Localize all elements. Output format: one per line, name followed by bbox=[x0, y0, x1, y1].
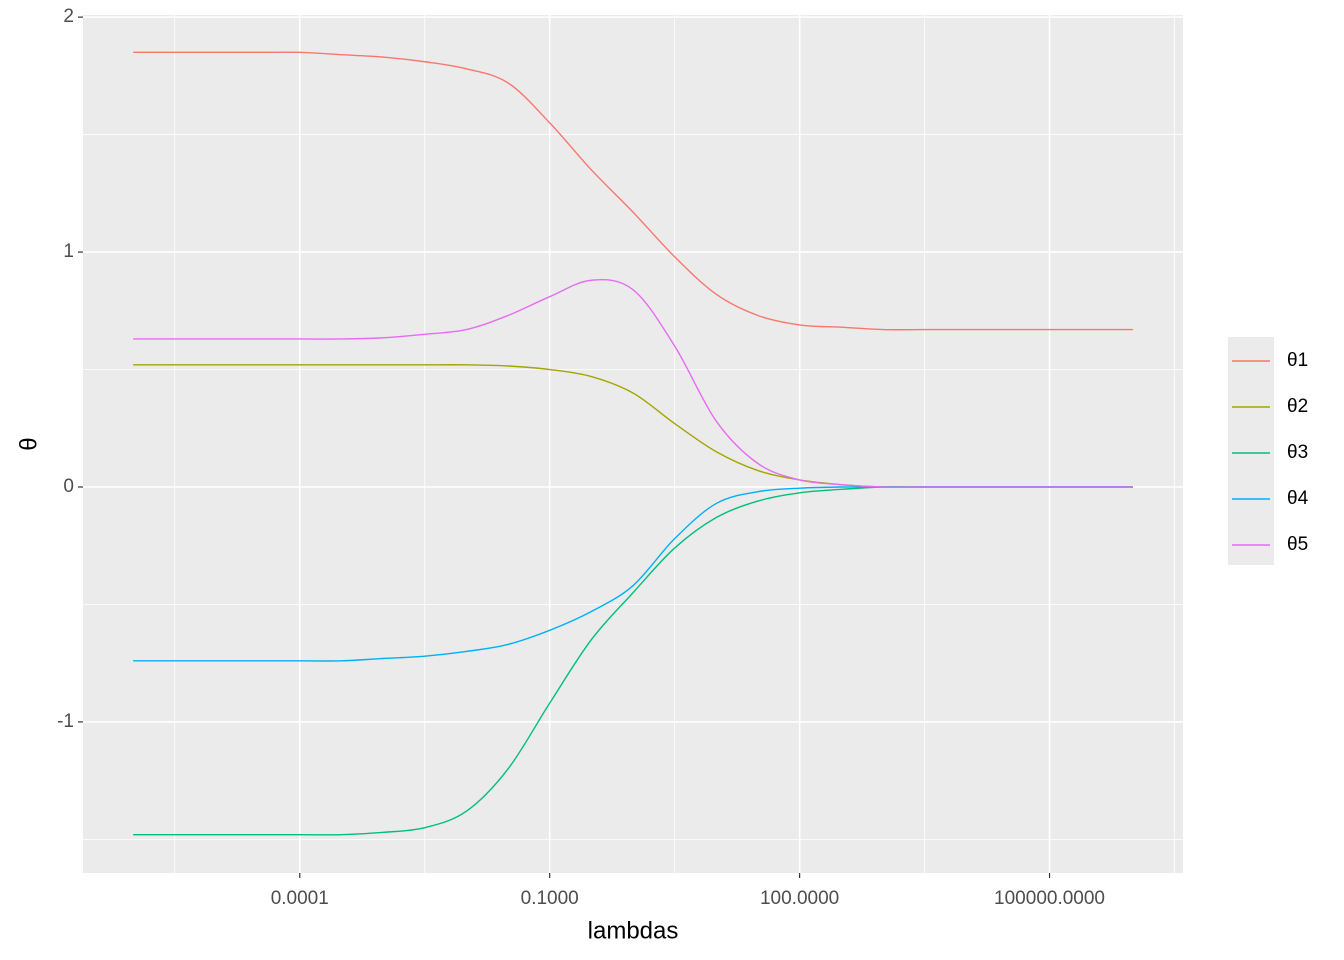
x-tick-label: 0.0001 bbox=[271, 888, 329, 909]
legend-label: θ4 bbox=[1287, 488, 1309, 509]
y-tick-label: -1 bbox=[57, 711, 74, 732]
legend-background bbox=[1228, 337, 1274, 565]
legend-label: θ1 bbox=[1287, 350, 1308, 371]
legend-label: θ3 bbox=[1287, 442, 1308, 463]
x-tick-label: 0.1000 bbox=[521, 888, 579, 909]
legend: θ1 θ2 θ3 θ4 θ5 bbox=[1228, 337, 1309, 565]
y-tick-label: 1 bbox=[63, 241, 74, 262]
legend-label: θ5 bbox=[1287, 534, 1308, 555]
x-axis-title: lambdas bbox=[588, 917, 679, 944]
axes: -1 0 1 2 0.0001 0.1000 100.0000 100000.0000 bbox=[57, 6, 1105, 909]
lines bbox=[133, 51, 1133, 836]
grid bbox=[83, 15, 1183, 873]
x-tick-label: 100.0000 bbox=[760, 888, 839, 909]
panel bbox=[83, 15, 1183, 873]
y-axis-title: θ bbox=[15, 437, 42, 450]
x-tick-label: 100000.0000 bbox=[994, 888, 1105, 909]
series-line bbox=[133, 278, 1133, 488]
y-tick-label: 2 bbox=[63, 6, 74, 27]
series-line bbox=[133, 51, 1133, 331]
y-tick-label: 0 bbox=[63, 476, 74, 497]
legend-label: θ2 bbox=[1287, 396, 1308, 417]
